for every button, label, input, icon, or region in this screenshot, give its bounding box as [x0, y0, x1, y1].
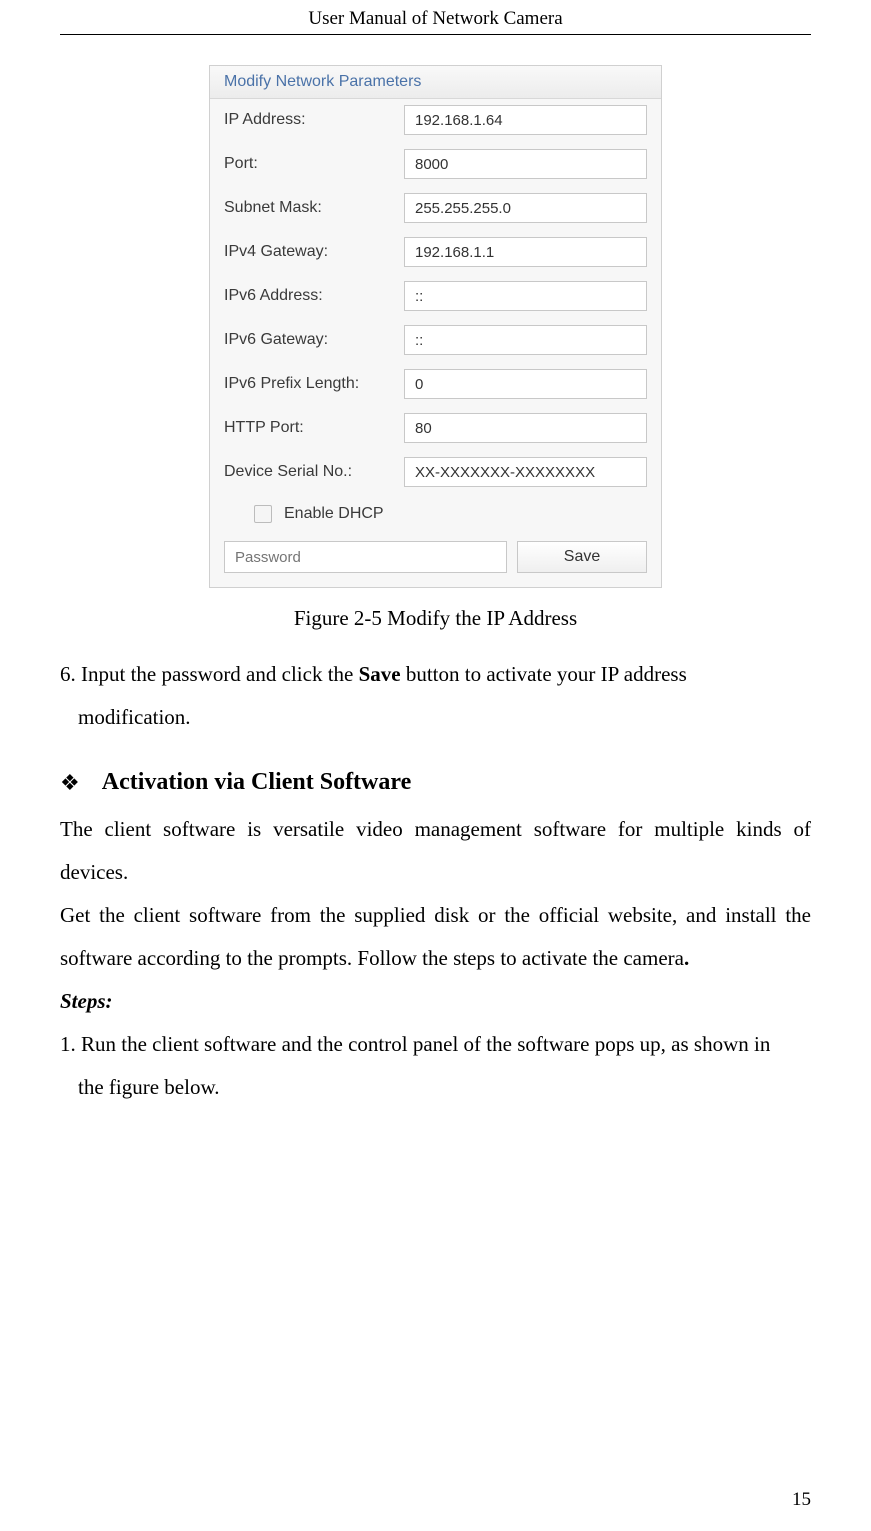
save-button[interactable]: Save: [517, 541, 647, 573]
page-number: 15: [792, 1489, 811, 1511]
row-ipv6-gateway: IPv6 Gateway:: [224, 325, 647, 355]
row-device-serial: Device Serial No.:: [224, 457, 647, 487]
step6-p1: 6. Input the password and click the: [60, 662, 359, 686]
label-http-port: HTTP Port:: [224, 419, 404, 437]
step-1-line2: the figure below.: [60, 1066, 811, 1109]
step6-p2: button to activate your IP address: [401, 662, 687, 686]
row-subnet-mask: Subnet Mask:: [224, 193, 647, 223]
label-ipv6-address: IPv6 Address:: [224, 287, 404, 305]
page-header: User Manual of Network Camera: [60, 0, 811, 35]
row-http-port: HTTP Port:: [224, 413, 647, 443]
input-http-port[interactable]: [404, 413, 647, 443]
label-ipv6-prefix: IPv6 Prefix Length:: [224, 375, 404, 393]
form-body: IP Address: Port: Subnet Mask: IPv4 Gate…: [210, 99, 661, 541]
step-6-line1: 6. Input the password and click the Save…: [60, 653, 811, 696]
label-subnet-mask: Subnet Mask:: [224, 199, 404, 217]
label-ipv4-gateway: IPv4 Gateway:: [224, 243, 404, 261]
para-1: The client software is versatile video m…: [60, 808, 811, 894]
bullet-icon: ❖: [60, 770, 80, 796]
row-ipv6-address: IPv6 Address:: [224, 281, 647, 311]
input-subnet-mask[interactable]: [404, 193, 647, 223]
input-ip-address[interactable]: [404, 105, 647, 135]
label-device-serial: Device Serial No.:: [224, 463, 404, 481]
input-ipv6-address[interactable]: [404, 281, 647, 311]
row-ip-address: IP Address:: [224, 105, 647, 135]
para2-text: Get the client software from the supplie…: [60, 903, 811, 970]
input-password[interactable]: [224, 541, 507, 573]
section-heading: Activation via Client Software: [102, 769, 412, 796]
para-2: Get the client software from the supplie…: [60, 894, 811, 980]
section-heading-row: ❖ Activation via Client Software: [60, 769, 811, 796]
label-port: Port:: [224, 155, 404, 173]
checkbox-enable-dhcp[interactable]: [254, 505, 272, 523]
step-6: 6. Input the password and click the Save…: [60, 653, 811, 739]
network-params-dialog: Modify Network Parameters IP Address: Po…: [209, 65, 662, 588]
input-ipv6-gateway[interactable]: [404, 325, 647, 355]
para2-period: .: [684, 946, 689, 970]
dialog-title: Modify Network Parameters: [210, 66, 661, 99]
label-ipv6-gateway: IPv6 Gateway:: [224, 331, 404, 349]
step6-bold: Save: [359, 662, 401, 686]
row-ipv6-prefix: IPv6 Prefix Length:: [224, 369, 647, 399]
input-ipv6-prefix[interactable]: [404, 369, 647, 399]
input-device-serial[interactable]: [404, 457, 647, 487]
figure-caption: Figure 2-5 Modify the IP Address: [0, 606, 871, 631]
step-1-line1: 1. Run the client software and the contr…: [60, 1023, 811, 1066]
step-1: 1. Run the client software and the contr…: [60, 1023, 811, 1109]
bottom-row: Save: [210, 541, 661, 587]
row-port: Port:: [224, 149, 647, 179]
steps-label: Steps:: [60, 980, 811, 1023]
label-enable-dhcp: Enable DHCP: [284, 505, 384, 523]
row-enable-dhcp: Enable DHCP: [224, 501, 647, 537]
row-ipv4-gateway: IPv4 Gateway:: [224, 237, 647, 267]
step-6-line2: modification.: [60, 696, 811, 739]
label-ip-address: IP Address:: [224, 111, 404, 129]
input-port[interactable]: [404, 149, 647, 179]
input-ipv4-gateway[interactable]: [404, 237, 647, 267]
